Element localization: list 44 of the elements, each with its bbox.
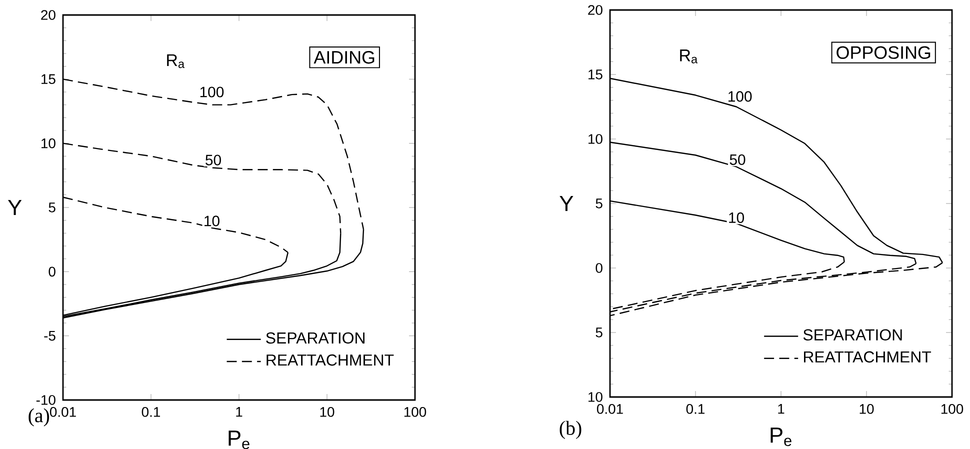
x-tick-label: 10	[860, 404, 874, 414]
annotation: OPPOSING	[836, 46, 930, 59]
y-tick-label: 10	[588, 392, 602, 402]
legend-label: REATTACHMENT	[804, 351, 932, 363]
y-tick-label: -10	[36, 395, 56, 405]
y-tick-label: -5	[44, 330, 56, 341]
annotation: R$_{a}$	[680, 50, 698, 64]
y-tick-label: 20	[588, 5, 602, 15]
y-axis-title: Y	[560, 196, 574, 212]
x-tick-label: 100	[404, 407, 426, 417]
y-tick-label: 5	[48, 202, 56, 212]
text: (a)	[28, 408, 50, 426]
y-tick-label: 0	[48, 266, 56, 277]
x-tick-label: 100	[941, 404, 964, 414]
annotation: 50	[206, 154, 221, 166]
x-tick-label: 0.01	[50, 407, 76, 417]
x-tick-label: 0.1	[686, 404, 705, 414]
y-tick-label: 20	[41, 10, 56, 20]
annotation: AIDING	[314, 50, 374, 64]
x-axis-title: P$_{e}$	[770, 428, 792, 446]
annotation: R$_{a}$	[167, 54, 185, 68]
x-tick-label: 1	[778, 404, 784, 414]
annotation: 10	[729, 212, 744, 223]
x-tick-label: 10	[320, 407, 334, 417]
annotation: 100	[728, 91, 752, 102]
y-axis-title: Y	[8, 200, 22, 216]
y-tick-label: 5	[596, 328, 602, 338]
y-tick-label: 10	[588, 134, 602, 144]
legend-label: SEPARATION	[266, 332, 364, 344]
annotation: 10	[204, 216, 220, 226]
y-tick-label: 0	[596, 263, 602, 273]
text: (b)	[560, 420, 582, 439]
annotation: 100	[200, 86, 224, 98]
y-tick-label: 5	[596, 198, 602, 208]
y-tick-label: 10	[42, 138, 56, 148]
x-tick-label: 0.01	[596, 404, 623, 414]
y-tick-label: 15	[588, 70, 602, 80]
y-tick-label: 15	[42, 74, 56, 84]
x-tick-label: 1	[236, 407, 242, 417]
legend-label: SEPARATION	[803, 329, 902, 340]
x-axis-title: P$_{e}$	[228, 430, 250, 449]
annotation: 50	[730, 154, 746, 165]
legend-label: REATTACHMENT	[266, 354, 394, 366]
x-tick-label: 0.1	[142, 407, 160, 417]
